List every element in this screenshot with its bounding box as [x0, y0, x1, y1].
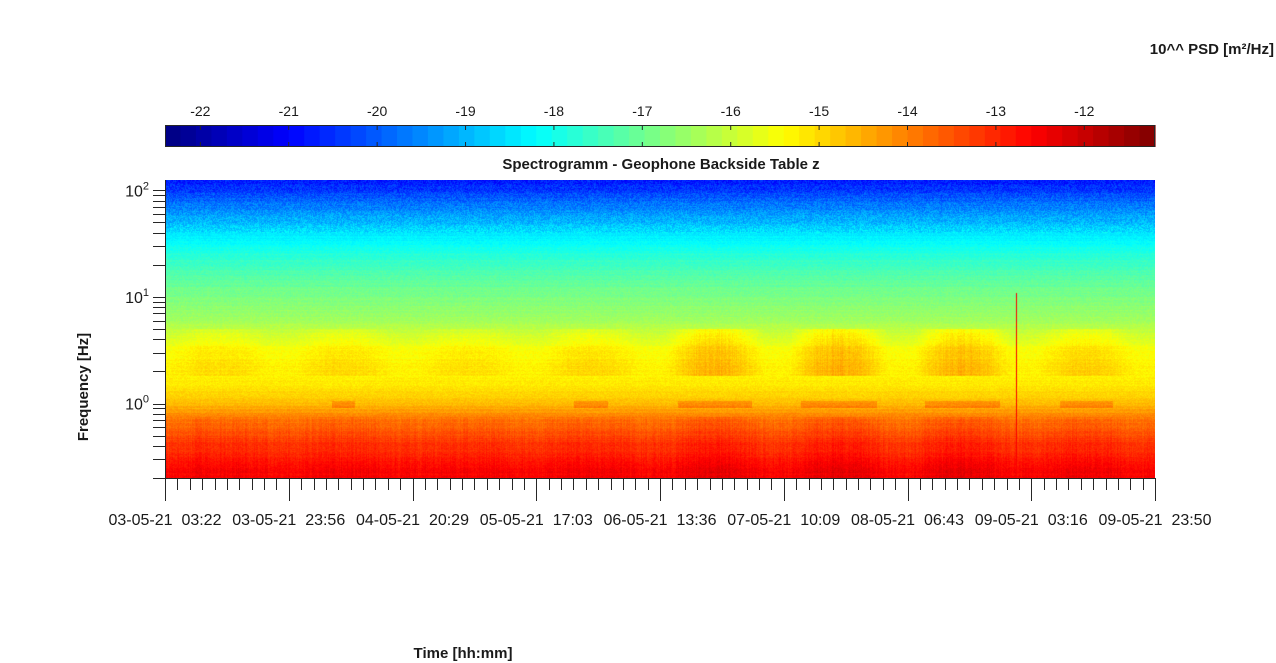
colorbar-cell [629, 125, 646, 147]
colorbar-cell [211, 125, 228, 147]
x-tick-label: 05-05-21 17:03 [480, 512, 593, 529]
colorbar-cell [892, 125, 909, 147]
colorbar-cell [474, 125, 491, 147]
colorbar-cell [319, 125, 336, 147]
colorbar-cell [984, 125, 1001, 147]
colorbar-tick-label: -18 [544, 103, 564, 119]
x-tick-label: 04-05-21 20:29 [356, 512, 469, 529]
x-tick-label: 03-05-21 03:22 [109, 512, 222, 529]
colorbar-cell [505, 125, 522, 147]
y-axis-label: Frequency [Hz] [75, 333, 92, 441]
colorbar-cell [1046, 125, 1063, 147]
colorbar-label: 10^^ PSD [m²/Hz] [1150, 41, 1274, 58]
colorbar-cell [938, 125, 955, 147]
colorbar-cell [443, 125, 460, 147]
colorbar-tick-label: -14 [897, 103, 917, 119]
colorbar-cell [752, 125, 769, 147]
y-tick-label: 101 [125, 287, 149, 307]
colorbar-cell [721, 125, 738, 147]
colorbar-cell [226, 125, 243, 147]
colorbar-cell [520, 125, 537, 147]
colorbar-cell [1031, 125, 1048, 147]
x-axis-label: Time [hh:mm] [414, 645, 513, 662]
y-tick-label: 100 [125, 394, 149, 414]
colorbar-cell [304, 125, 321, 147]
x-tick-label: 09-05-21 23:50 [1099, 512, 1212, 529]
x-axis-ticks: 03-05-21 03:22 03-05-21 23:56 04-05-21 20:… [109, 478, 1212, 529]
colorbar-cell [397, 125, 414, 147]
y-axis-ticks: 100 101 102 [125, 180, 165, 479]
colorbar-cell [660, 125, 677, 147]
colorbar-cell [799, 125, 816, 147]
colorbar-cell [613, 125, 630, 147]
colorbar-tick-label: -13 [986, 103, 1006, 119]
colorbar-cell [783, 125, 800, 147]
colorbar-cell [195, 125, 213, 147]
colorbar-cell [644, 125, 661, 147]
colorbar-cell [458, 125, 475, 147]
colorbar-cell [335, 125, 352, 147]
colorbar-cell [366, 125, 383, 147]
colorbar-cell [1139, 125, 1156, 147]
colorbar-cell [1124, 125, 1141, 147]
x-tick-label: 07-05-21 10:09 [727, 512, 840, 529]
spectrogram-heatmap [165, 180, 1155, 478]
colorbar-cell [288, 125, 305, 147]
colorbar-cell [706, 125, 723, 147]
colorbar-cell [953, 125, 970, 147]
colorbar-cell [907, 125, 924, 147]
colorbar-cell [876, 125, 893, 147]
colorbar-cell [273, 125, 290, 147]
colorbar-cell [381, 125, 398, 147]
colorbar-cell [582, 125, 599, 147]
colorbar-cell [598, 125, 615, 147]
colorbar-tick-label: -22 [190, 103, 210, 119]
colorbar-cell [768, 125, 785, 147]
colorbar-cell [242, 125, 259, 147]
colorbar-cell [257, 125, 274, 147]
x-tick-label: 03-05-21 23:56 [232, 512, 345, 529]
colorbar-cell [830, 125, 847, 147]
colorbar-tick-label: -15 [809, 103, 829, 119]
colorbar-cell [412, 125, 429, 147]
colorbar-cell [350, 125, 367, 147]
colorbar: -22 -21 -20 -19 -18 -17 -16 -15 -14 -13 -12 [165, 103, 1156, 147]
colorbar-tick-label: -16 [721, 103, 741, 119]
colorbar-cell [1015, 125, 1032, 147]
colorbar-cell [536, 125, 553, 147]
colorbar-cell [1062, 125, 1079, 147]
colorbar-cell [922, 125, 940, 147]
colorbar-cell [1108, 125, 1125, 147]
colorbar-cell [690, 125, 708, 147]
colorbar-cell [551, 125, 568, 147]
colorbar-tick-label: -19 [455, 103, 475, 119]
x-tick-label: 08-05-21 06:43 [851, 512, 964, 529]
colorbar-cell [969, 125, 986, 147]
colorbar-cell [861, 125, 878, 147]
colorbar-frame [165, 125, 1155, 147]
colorbar-cell [489, 125, 506, 147]
colorbar-tick-label: -17 [632, 103, 652, 119]
colorbar-cell [1077, 125, 1094, 147]
colorbar-cell [814, 125, 831, 147]
colorbar-cell [737, 125, 754, 147]
x-tick-label: 09-05-21 03:16 [975, 512, 1088, 529]
plot-area: 100 101 102 03-05-21 03:22 03-05-21 23:56 04… [109, 180, 1212, 529]
y-tick-label: 102 [125, 180, 149, 200]
colorbar-tick-label: -20 [367, 103, 387, 119]
colorbar-cell [165, 125, 182, 147]
colorbar-cell [1093, 125, 1110, 147]
colorbar-cell [845, 125, 862, 147]
colorbar-cell [180, 125, 197, 147]
colorbar-tick-label: -21 [279, 103, 299, 119]
colorbar-cell [675, 125, 692, 147]
colorbar-tick-label: -12 [1074, 103, 1094, 119]
colorbar-cell [427, 125, 445, 147]
chart-title: Spectrogramm - Geophone Backside Table z [502, 156, 819, 173]
colorbar-cell [1000, 125, 1017, 147]
colorbar-cell [567, 125, 584, 147]
x-tick-label: 06-05-21 13:36 [604, 512, 717, 529]
